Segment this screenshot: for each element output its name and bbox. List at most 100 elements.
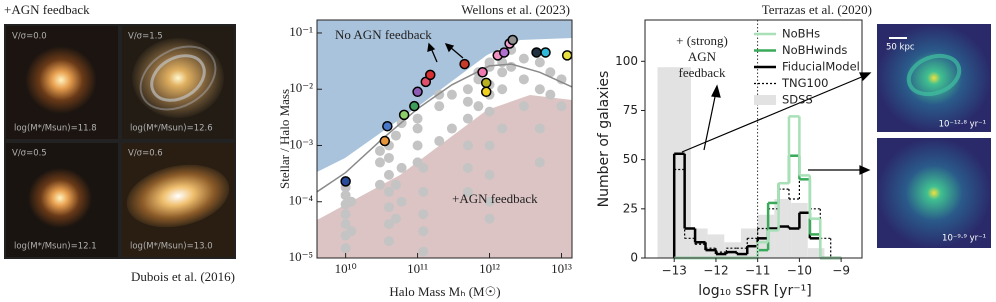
x-axis-label: log₁₀ sSFR [yr⁻¹] — [698, 283, 811, 299]
hist-bar — [757, 214, 775, 258]
point — [390, 213, 401, 224]
sim-image — [877, 138, 991, 248]
point — [545, 67, 556, 78]
legend-label: NoBHs — [782, 27, 820, 41]
image-label: V/σ=0.5 — [12, 149, 47, 159]
point — [462, 84, 473, 95]
point — [382, 120, 393, 132]
galaxy — [25, 46, 97, 114]
y-tick-label: 0 — [630, 251, 638, 265]
point — [459, 58, 470, 70]
image-label: V/σ=1.5 — [128, 32, 163, 42]
legend-swatch — [754, 95, 776, 105]
x-tick-label: −13 — [662, 264, 687, 278]
point — [412, 86, 423, 98]
plot-frame — [316, 19, 573, 259]
sim-image — [877, 24, 991, 132]
point — [412, 140, 423, 151]
point — [383, 236, 394, 247]
x-tick-label: −9 — [832, 264, 850, 278]
galaxy — [126, 164, 230, 228]
point — [446, 123, 457, 134]
y-tick-label: 75 — [623, 103, 638, 117]
point — [556, 101, 567, 112]
plot-area — [317, 34, 572, 257]
image-label: V/σ=0.6 — [128, 149, 163, 159]
x-tick-label: 10¹⁰ — [335, 261, 357, 276]
x-tick-label: −10 — [787, 264, 812, 278]
point — [346, 226, 357, 237]
point — [374, 145, 385, 156]
point — [484, 140, 495, 151]
point — [418, 246, 429, 257]
y-axis-label: Number of galaxies — [596, 71, 612, 208]
credit: Dubois et al. (2016) — [131, 269, 235, 284]
point — [340, 190, 351, 201]
hist-bar — [807, 248, 825, 258]
arrowhead — [711, 84, 721, 98]
arrows — [427, 42, 464, 63]
point — [462, 162, 473, 173]
chart-title: Terrazas et al. (2020) — [762, 2, 872, 17]
spiral-arm — [150, 54, 206, 102]
plot-frame — [644, 19, 863, 259]
point — [534, 157, 545, 168]
spiral-arm — [906, 53, 962, 97]
point — [497, 123, 508, 134]
point — [556, 74, 567, 85]
image-label: log(M*/Msun)=12.6 — [130, 124, 213, 134]
point — [497, 84, 508, 95]
point — [340, 219, 351, 230]
point — [480, 86, 492, 98]
scale-label: 50 kpc — [886, 43, 915, 53]
arrowhead — [444, 42, 455, 53]
galaxy — [132, 38, 224, 118]
point — [383, 152, 394, 163]
image-label: log(M*/Msun)=11.8 — [14, 124, 97, 134]
point — [418, 226, 429, 237]
point — [409, 100, 420, 112]
annotation: + (strong) — [676, 33, 728, 48]
point — [390, 130, 401, 141]
no-agn-region — [317, 20, 572, 172]
annotation: No AGN feedback — [335, 27, 432, 42]
point — [477, 67, 488, 78]
x-tick-label: −12 — [703, 264, 728, 278]
annotation: feedback — [679, 65, 726, 80]
point — [434, 136, 445, 147]
point — [398, 109, 410, 121]
point — [534, 123, 545, 134]
point — [484, 57, 495, 68]
point — [518, 101, 529, 112]
point — [418, 186, 429, 197]
point — [383, 219, 394, 230]
point — [540, 47, 551, 58]
arrow — [449, 46, 464, 59]
point — [425, 69, 436, 81]
point — [545, 89, 556, 100]
point — [346, 196, 357, 207]
x-axis-label: Halo Mass Mₕ (M☉) — [389, 284, 500, 299]
point — [473, 101, 484, 112]
spiral-arm — [139, 45, 217, 111]
annotation: AGN — [688, 49, 717, 64]
point — [434, 101, 445, 112]
point — [418, 162, 429, 173]
point — [412, 123, 423, 134]
point — [412, 113, 423, 124]
point — [484, 169, 495, 180]
point — [383, 186, 394, 197]
arrow — [681, 75, 865, 153]
image-label: 10⁻⁹·⁹ yr⁻¹ — [942, 234, 986, 244]
point — [396, 196, 407, 207]
point — [480, 77, 492, 89]
y-tick-label: 100 — [615, 54, 638, 68]
legend-label: SDSS — [782, 93, 813, 107]
y-tick-label: 10⁻⁵ — [289, 249, 313, 264]
point — [531, 47, 542, 58]
regions — [317, 20, 572, 258]
arrow — [703, 91, 717, 151]
y-tick-label: 25 — [623, 201, 638, 215]
hist-bar — [740, 228, 758, 258]
point — [497, 67, 508, 78]
